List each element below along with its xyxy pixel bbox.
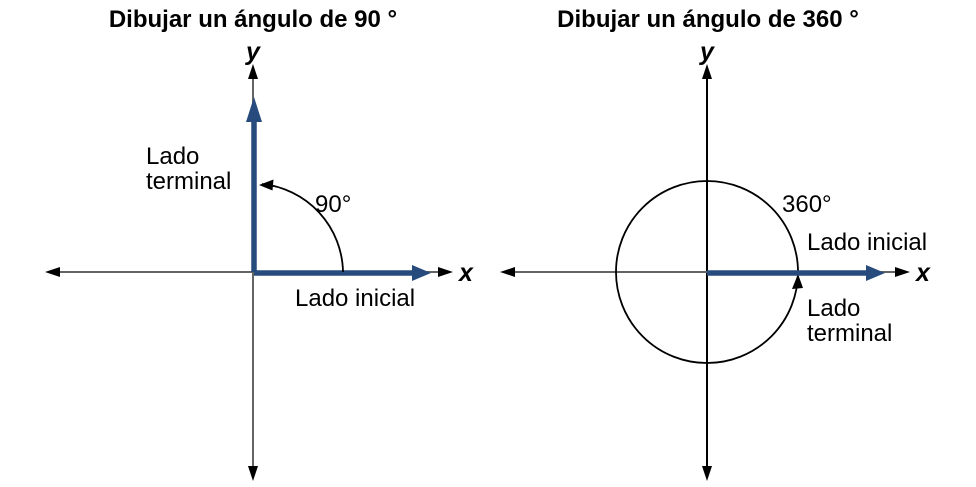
panel-title: Dibujar un ángulo de 90 ° bbox=[109, 6, 397, 33]
terminal-side-label-line1: Lado bbox=[146, 143, 199, 170]
terminal-side-label-line1: Lado bbox=[807, 295, 860, 322]
y-axis-label: y bbox=[698, 38, 715, 66]
initial-side-arrowhead-icon bbox=[412, 265, 431, 281]
initial-side-label: Lado inicial bbox=[807, 229, 927, 256]
x-axis-right-arrowhead-icon bbox=[438, 267, 453, 277]
y-axis-bottom-arrowhead-icon bbox=[248, 466, 258, 481]
initial-side-arrowhead-icon bbox=[866, 265, 885, 281]
angle-measure-label: 90° bbox=[315, 191, 351, 218]
panel-angle-90: Dibujar un ángulo de 90 ° y x 90° Lado t… bbox=[45, 6, 474, 481]
x-axis-label: x bbox=[457, 259, 474, 287]
x-axis-left-arrowhead-icon bbox=[500, 267, 515, 277]
y-axis-bottom-arrowhead-icon bbox=[702, 466, 712, 481]
panel-angle-360: Dibujar un ángulo de 360 ° y x 360° Lado… bbox=[500, 6, 931, 481]
panel-title: Dibujar un ángulo de 360 ° bbox=[557, 6, 859, 33]
terminal-side-label-line2: terminal bbox=[807, 320, 892, 347]
x-axis-label: x bbox=[914, 259, 931, 287]
x-axis-right-arrowhead-icon bbox=[895, 267, 910, 277]
angle-measure-label: 360° bbox=[782, 191, 832, 218]
y-axis-top-arrowhead-icon bbox=[248, 64, 258, 79]
angle-arc bbox=[261, 183, 344, 273]
x-axis-left-arrowhead-icon bbox=[45, 267, 60, 277]
terminal-side-label-line2: terminal bbox=[146, 168, 231, 195]
initial-side-label: Lado inicial bbox=[295, 285, 415, 312]
angle-circle-arrowhead-icon bbox=[792, 274, 803, 289]
y-axis-top-arrowhead-icon bbox=[702, 64, 712, 79]
angle-arc-arrowhead-icon bbox=[259, 179, 274, 191]
terminal-side-arrowhead-icon bbox=[246, 97, 262, 122]
y-axis-label: y bbox=[244, 38, 261, 66]
